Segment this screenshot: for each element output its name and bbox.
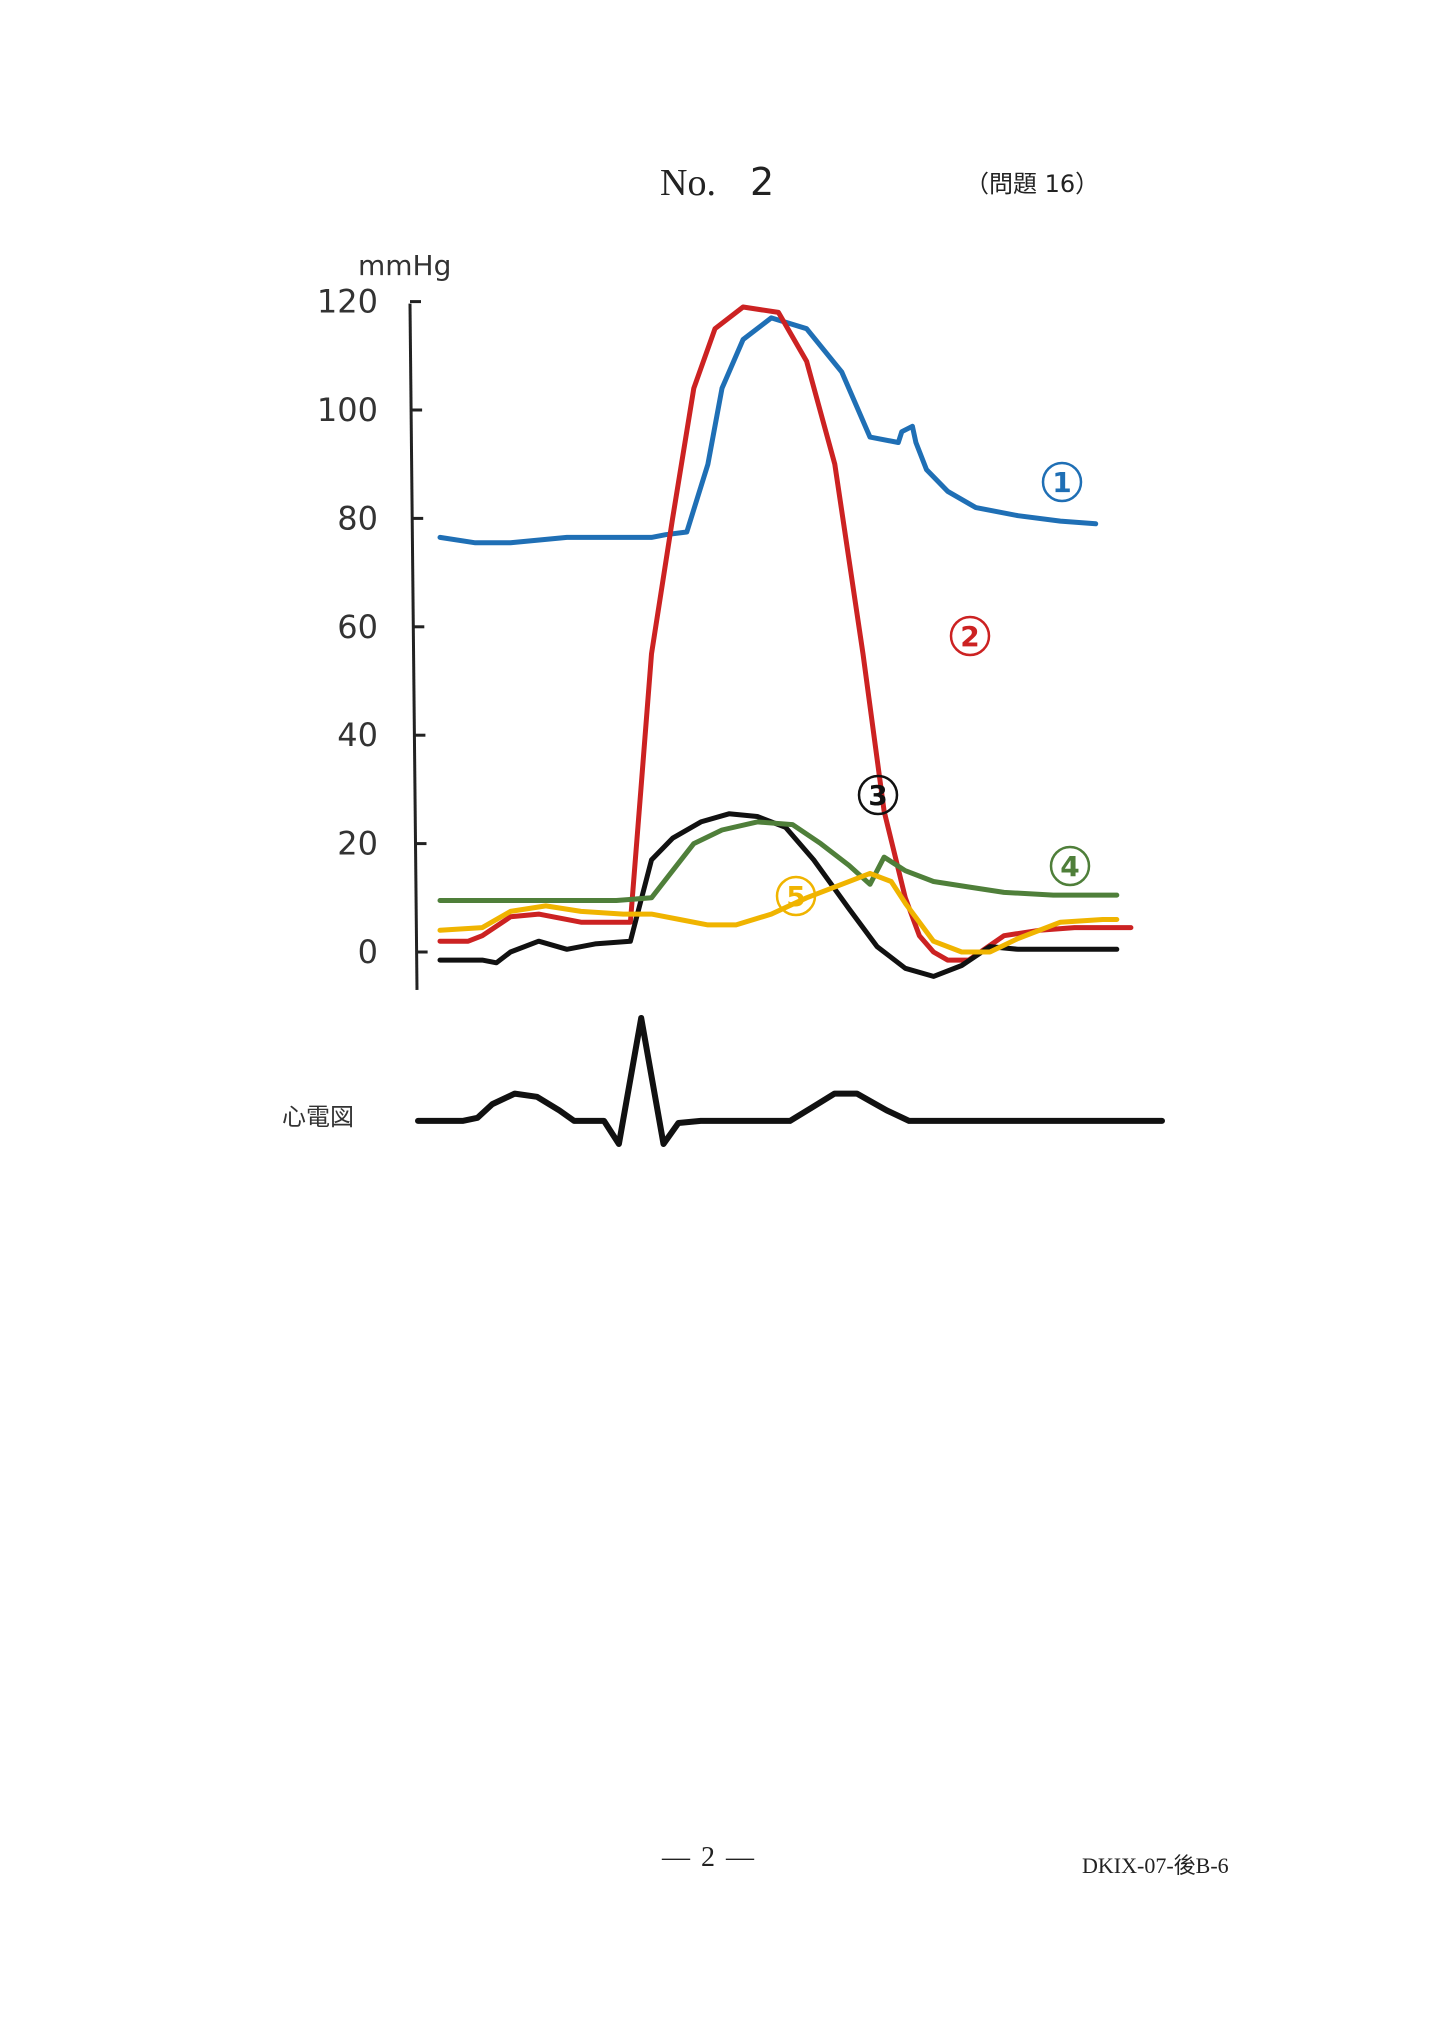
series-marker-circle-4 [1049,845,1091,887]
series-marker-circle-2 [949,615,991,657]
y-tick-label: 120 [317,283,378,321]
series-marker-label-1: 1 [1052,466,1071,499]
ecg-trace: 心電図 [282,1015,1165,1147]
series-marker-label-4: 4 [1060,850,1079,883]
y-tick-label: 40 [337,716,378,754]
y-tick-label: 0 [358,933,378,971]
series-lines [437,304,1134,979]
series-line-1 [437,315,1099,546]
ecg-label: 心電図 [282,1103,354,1131]
document-code: DKIX-07-後B-6 [1082,1853,1229,1878]
figure-number-prefix: No. [660,162,716,204]
series-marker-label-3: 3 [868,779,887,812]
ecg-line [415,1015,1165,1147]
series-line-4 [437,819,1120,903]
series-marker-label-2: 2 [960,620,979,653]
series-marker-circle-1 [1041,461,1083,503]
y-axis-line [408,303,419,990]
page-number: — 2 — [662,1842,756,1873]
y-axis-unit-label: mmHg [358,249,451,282]
series-markers: 1 2 3 4 5 [775,461,1091,917]
series-line-2 [437,304,1134,963]
figure-number-value: 2 [749,160,775,204]
y-tick-label: 100 [317,391,378,429]
figure-number: No. 2 [660,160,774,205]
y-tick-label: 80 [337,499,378,537]
series-marker-circle-3 [857,774,899,816]
y-tick-label: 20 [337,825,378,863]
series-marker-label-5: 5 [786,880,805,913]
problem-reference: （問題 16） [965,170,1100,198]
series-marker-circle-5 [775,875,817,917]
series-line-5 [437,870,1120,955]
y-tick-label: 60 [337,608,378,646]
